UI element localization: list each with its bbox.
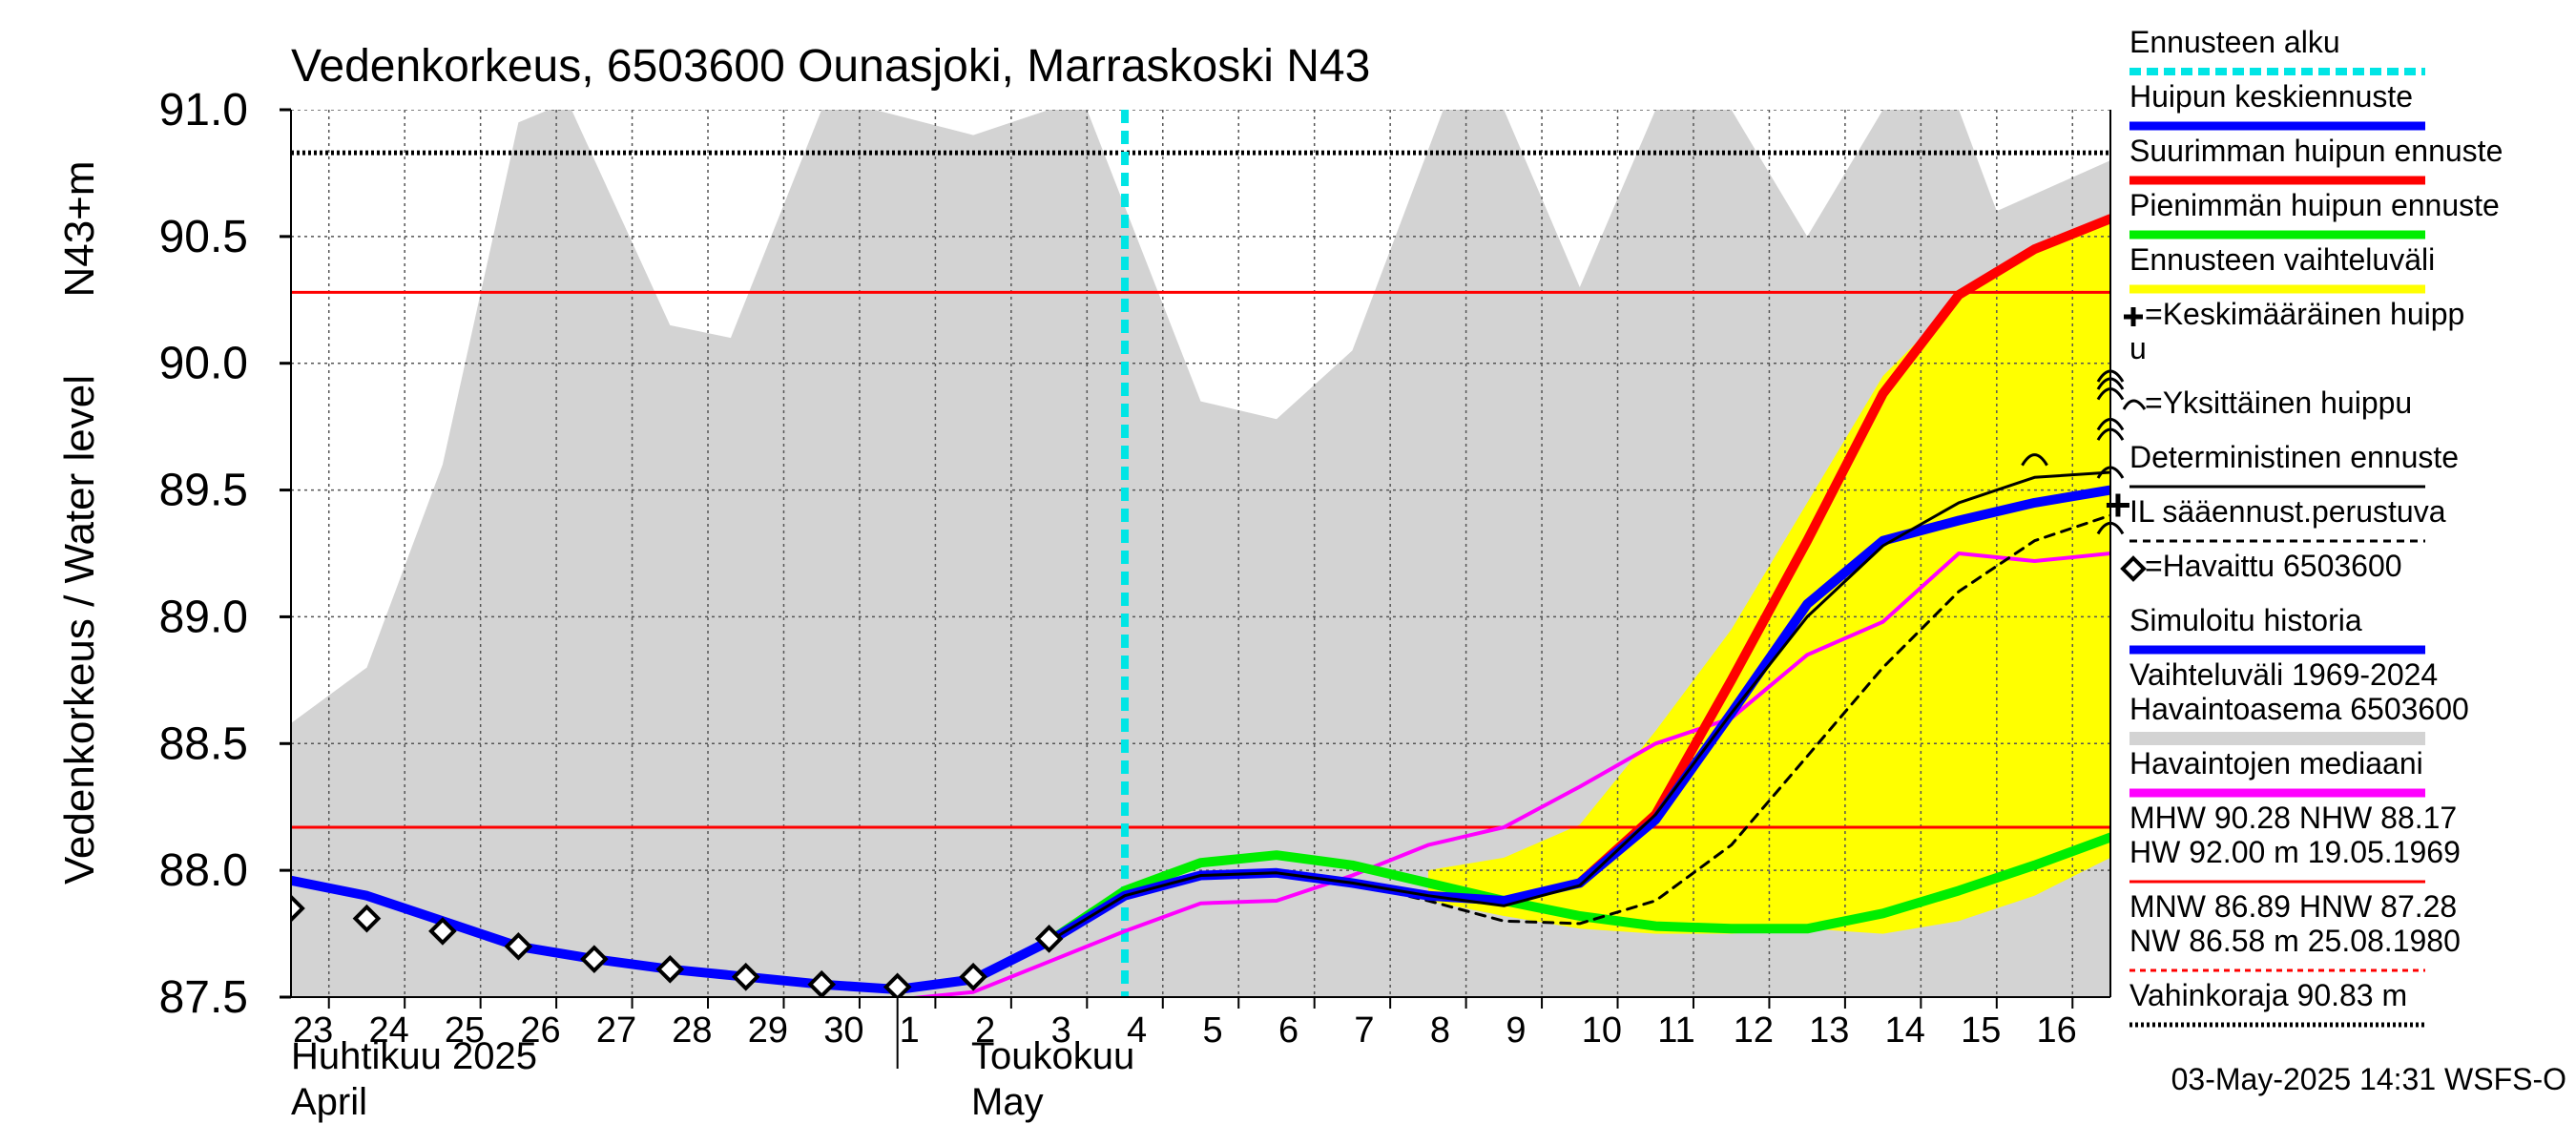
legend-label: Ennusteen vaihteluväli	[2129, 242, 2435, 277]
x-tick-label: 4	[1127, 1010, 1147, 1051]
single-peak-marker	[2021, 453, 2048, 467]
y-tick-label: 90.5	[159, 212, 248, 262]
legend-label: Huipun keskiennuste	[2129, 79, 2413, 114]
plot-area	[291, 110, 2110, 997]
x-tick-label: 24	[368, 1010, 408, 1051]
x-tick-label: 1	[900, 1010, 920, 1051]
legend-marker-arc	[2122, 399, 2147, 410]
legend-label: Pienimmän huipun ennuste	[2129, 188, 2500, 222]
legend-label: =Havaittu 6503600	[2145, 549, 2402, 583]
chart-title: Vedenkorkeus, 6503600 Ounasjoki, Marrask…	[291, 41, 1370, 92]
y-axis-label-left: Vedenkorkeus / Water level	[56, 375, 103, 885]
legend-label: HW 92.00 m 19.05.1969	[2129, 835, 2461, 869]
observed-point	[580, 945, 609, 973]
legend-label: Havaintojen mediaani	[2129, 746, 2423, 781]
x-tick-label: 5	[1203, 1010, 1223, 1051]
x-tick-label: 23	[293, 1010, 333, 1051]
y-tick-label: 89.0	[159, 592, 248, 642]
y-axis-label-right: N43+m	[56, 160, 103, 297]
x-tick-label: 6	[1278, 1010, 1298, 1051]
legend-marker-diamond	[2120, 555, 2147, 582]
x-tick-label: 26	[520, 1010, 560, 1051]
x-tick-label: 16	[2037, 1010, 2077, 1051]
observed-point	[959, 962, 987, 991]
legend-label: Suurimman huipun ennuste	[2129, 134, 2503, 168]
series-line-havaintojen-mediaani	[904, 552, 2110, 997]
x-tick-label: 13	[1809, 1010, 1849, 1051]
legend-label: MHW 90.28 NHW 88.17	[2129, 801, 2457, 835]
series-line-pienimm-n-huipun-ennuste	[1044, 832, 2110, 947]
legend-label: NW 86.58 m 25.08.1980	[2129, 924, 2461, 958]
observed-point	[731, 962, 760, 991]
x-tick-label: 27	[596, 1010, 636, 1051]
legend: Ennusteen alku Huipun keskiennuste Suurimm…	[2120, 25, 2503, 1028]
x-tick-label: 15	[1961, 1010, 2001, 1051]
legend-label: IL sääennust.perustuva	[2129, 494, 2446, 529]
axes: 87.588.088.589.089.590.090.591.023 24 25 26…	[159, 85, 2129, 1069]
legend-label: Deterministinen ennuste	[2129, 440, 2459, 474]
month-label-april-fi: Huhtikuu 2025	[291, 1035, 537, 1077]
x-tick-label: 12	[1734, 1010, 1774, 1051]
x-tick-label: 2	[975, 1010, 995, 1051]
x-tick-label: 30	[823, 1010, 863, 1051]
observed-point	[807, 969, 837, 997]
legend-label: Havaintoasema 6503600	[2129, 692, 2469, 726]
x-tick-label: 11	[1657, 1010, 1694, 1051]
legend-label: Ennusteen alku	[2129, 25, 2340, 59]
y-tick-label: 90.0	[159, 339, 248, 389]
y-tick-label: 88.0	[159, 845, 248, 896]
x-tick-label: 25	[445, 1010, 485, 1051]
legend-label: u	[2129, 331, 2147, 365]
observed-point	[291, 894, 305, 923]
legend-label: =Yksittäinen huippu	[2145, 385, 2412, 420]
month-label-april-en: April	[291, 1081, 367, 1123]
x-tick-label: 10	[1582, 1010, 1622, 1051]
observed-point	[1034, 925, 1064, 953]
month-label-may-en: May	[971, 1081, 1044, 1123]
y-tick-label: 91.0	[159, 85, 248, 135]
x-tick-label: 7	[1354, 1010, 1374, 1051]
y-tick-label: 88.5	[159, 718, 248, 769]
x-tick-label: 9	[1506, 1010, 1526, 1051]
legend-label: =Keskimääräinen huipp	[2145, 297, 2464, 331]
x-tick-label: 29	[748, 1010, 788, 1051]
footer-timestamp: 03-May-2025 14:31 WSFS-O	[2171, 1062, 2566, 1096]
legend-label: Simuloitu historia	[2129, 603, 2362, 637]
y-tick-label: 89.5	[159, 466, 248, 516]
legend-label: Vaihteluväli 1969-2024	[2129, 657, 2438, 692]
series-line-deterministinen-ennuste	[1048, 470, 2110, 943]
x-tick-label: 14	[1885, 1010, 1925, 1051]
y-tick-label: 87.5	[159, 972, 248, 1023]
x-tick-label: 3	[1051, 1010, 1071, 1051]
observed-point	[655, 954, 685, 984]
legend-marker-plus	[2124, 307, 2143, 326]
observed-point	[352, 904, 382, 933]
month-label-may-fi: Toukokuu	[971, 1035, 1134, 1077]
observed-point	[428, 917, 457, 946]
observed-point	[504, 932, 533, 961]
x-tick-label: 8	[1430, 1010, 1450, 1051]
observed-point	[883, 972, 912, 997]
legend-label: Vahinkoraja 90.83 m	[2129, 978, 2407, 1012]
x-tick-label: 28	[672, 1010, 712, 1051]
series-line-suurimman-huipun-ennuste	[1574, 214, 2110, 888]
legend-label: MNW 86.89 HNW 87.28	[2129, 889, 2457, 924]
